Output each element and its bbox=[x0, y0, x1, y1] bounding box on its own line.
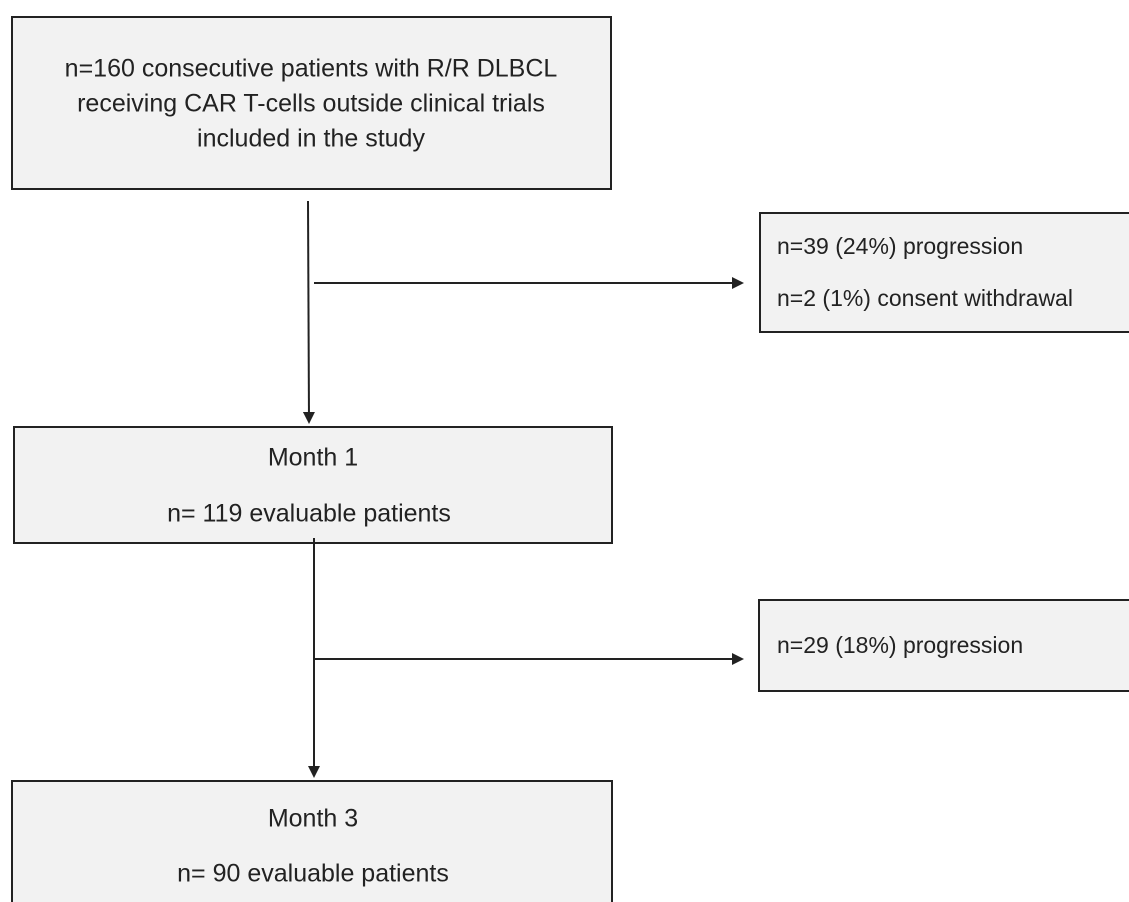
node-text: receiving CAR T-cells outside clinical t… bbox=[77, 90, 545, 118]
node-text: n= 119 evaluable patients bbox=[167, 500, 451, 528]
node-text: n=29 (18%) progression bbox=[777, 632, 1023, 658]
node-text: Month 1 bbox=[268, 444, 358, 472]
node-text: Month 3 bbox=[268, 805, 358, 833]
box bbox=[11, 780, 613, 902]
node-text: included in the study bbox=[197, 125, 425, 153]
box bbox=[11, 16, 612, 190]
box bbox=[758, 599, 1129, 692]
box bbox=[13, 426, 613, 544]
box bbox=[759, 212, 1129, 333]
node-text: n=39 (24%) progression bbox=[777, 233, 1023, 259]
node-text: n=160 consecutive patients with R/R DLBC… bbox=[65, 55, 558, 83]
arrow bbox=[302, 200, 315, 424]
node-text: n= 90 evaluable patients bbox=[177, 860, 449, 888]
node-text: n=2 (1%) consent withdrawal bbox=[777, 285, 1073, 311]
